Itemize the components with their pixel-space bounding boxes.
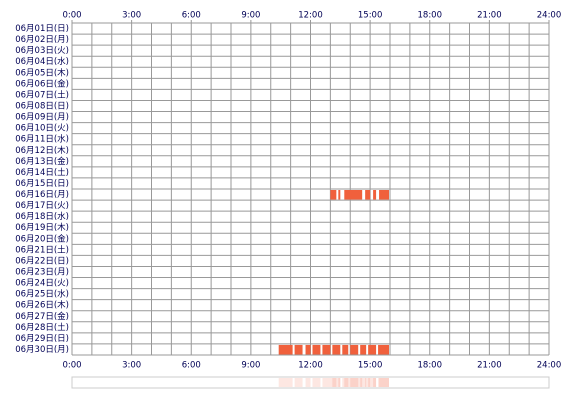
row-label: 06月16日(月) [15, 190, 69, 200]
row-label: 06月28日(土) [15, 322, 69, 333]
summary-bar [330, 378, 337, 387]
row-label: 06月04日(水) [15, 56, 69, 67]
activity-bar [373, 190, 377, 200]
x-tick-label: 0:00 [62, 361, 81, 371]
x-tick-label: 24:00 [537, 11, 562, 21]
summary-bar [350, 378, 359, 387]
row-label: 06月20日(金) [15, 233, 69, 244]
summary-bar [368, 378, 377, 387]
x-tick-label: 0:00 [62, 11, 81, 21]
row-label: 06月14日(土) [15, 167, 69, 178]
row-label: 06月10日(火) [15, 124, 69, 134]
row-label: 06月23日(月) [15, 268, 69, 278]
x-tick-label: 3:00 [122, 11, 141, 21]
activity-bar [342, 344, 349, 355]
x-tick-label: 12:00 [298, 11, 323, 21]
x-tick-label: 18:00 [418, 361, 443, 371]
summary-bar [373, 378, 377, 387]
row-label: 06月29日(日) [15, 334, 69, 344]
activity-bar [378, 344, 390, 355]
x-tick-label: 9:00 [241, 11, 260, 21]
row-label: 06月21日(土) [15, 244, 69, 255]
row-label: 06月01日(日) [15, 24, 69, 34]
activity-bar [360, 344, 367, 355]
summary-bar [360, 378, 367, 387]
x-tick-label: 24:00 [537, 361, 562, 371]
activity-bar [368, 344, 377, 355]
x-tick-label: 21:00 [477, 361, 502, 371]
summary-bar [378, 378, 390, 387]
x-tick-label: 15:00 [358, 11, 383, 21]
row-label: 06月07日(土) [15, 89, 69, 100]
row-label: 06月12日(木) [15, 145, 69, 156]
x-tick-label: 3:00 [122, 361, 141, 371]
summary-bar [305, 378, 311, 387]
x-tick-label: 9:00 [241, 361, 260, 371]
row-label: 06月03日(火) [15, 46, 69, 56]
row-label: 06月05日(木) [15, 67, 69, 78]
summary-bar [312, 378, 321, 387]
row-label: 06月17日(火) [15, 201, 69, 211]
row-label: 06月06日(金) [15, 78, 69, 89]
activity-bar [379, 190, 390, 200]
summary-bar [344, 378, 363, 387]
x-tick-label: 6:00 [182, 11, 201, 21]
summary-bar [338, 378, 341, 387]
x-tick-label: 12:00 [298, 361, 323, 371]
summary-bar-frame [71, 376, 550, 389]
row-label: 06月18日(水) [15, 211, 69, 222]
summary-bar [342, 378, 349, 387]
x-tick-label: 6:00 [182, 361, 201, 371]
row-label: 06月19日(木) [15, 222, 69, 233]
activity-bar [330, 190, 337, 200]
row-label: 06月30日(月) [15, 345, 69, 355]
activity-bar [294, 344, 303, 355]
activity-bar [305, 344, 311, 355]
row-label: 06月25日(水) [15, 289, 69, 300]
activity-bar [338, 190, 341, 200]
row-label: 06月27日(金) [15, 311, 69, 322]
activity-bar [344, 190, 363, 200]
x-tick-label: 15:00 [358, 361, 383, 371]
activity-bar [350, 344, 359, 355]
summary-bar [332, 378, 341, 387]
row-label: 06月22日(日) [15, 256, 69, 266]
summary-bar [322, 378, 331, 387]
activity-bar [322, 344, 331, 355]
row-label: 06月02日(月) [15, 35, 69, 45]
summary-bar [379, 378, 390, 387]
summary-bar [294, 378, 303, 387]
row-label: 06月26日(木) [15, 300, 69, 311]
activity-bar [278, 344, 293, 355]
row-label: 06月13日(金) [15, 156, 69, 167]
activity-bar [365, 190, 371, 200]
row-label: 06月15日(日) [15, 179, 69, 189]
activity-bar [332, 344, 341, 355]
row-label: 06月11日(水) [15, 134, 69, 145]
row-label: 06月08日(日) [15, 102, 69, 112]
summary-bar [365, 378, 371, 387]
summary-bar [278, 378, 293, 387]
row-label: 06月09日(月) [15, 113, 69, 123]
x-tick-label: 18:00 [418, 11, 443, 21]
x-tick-label: 21:00 [477, 11, 502, 21]
activity-bar [312, 344, 321, 355]
row-label: 06月24日(火) [15, 279, 69, 289]
